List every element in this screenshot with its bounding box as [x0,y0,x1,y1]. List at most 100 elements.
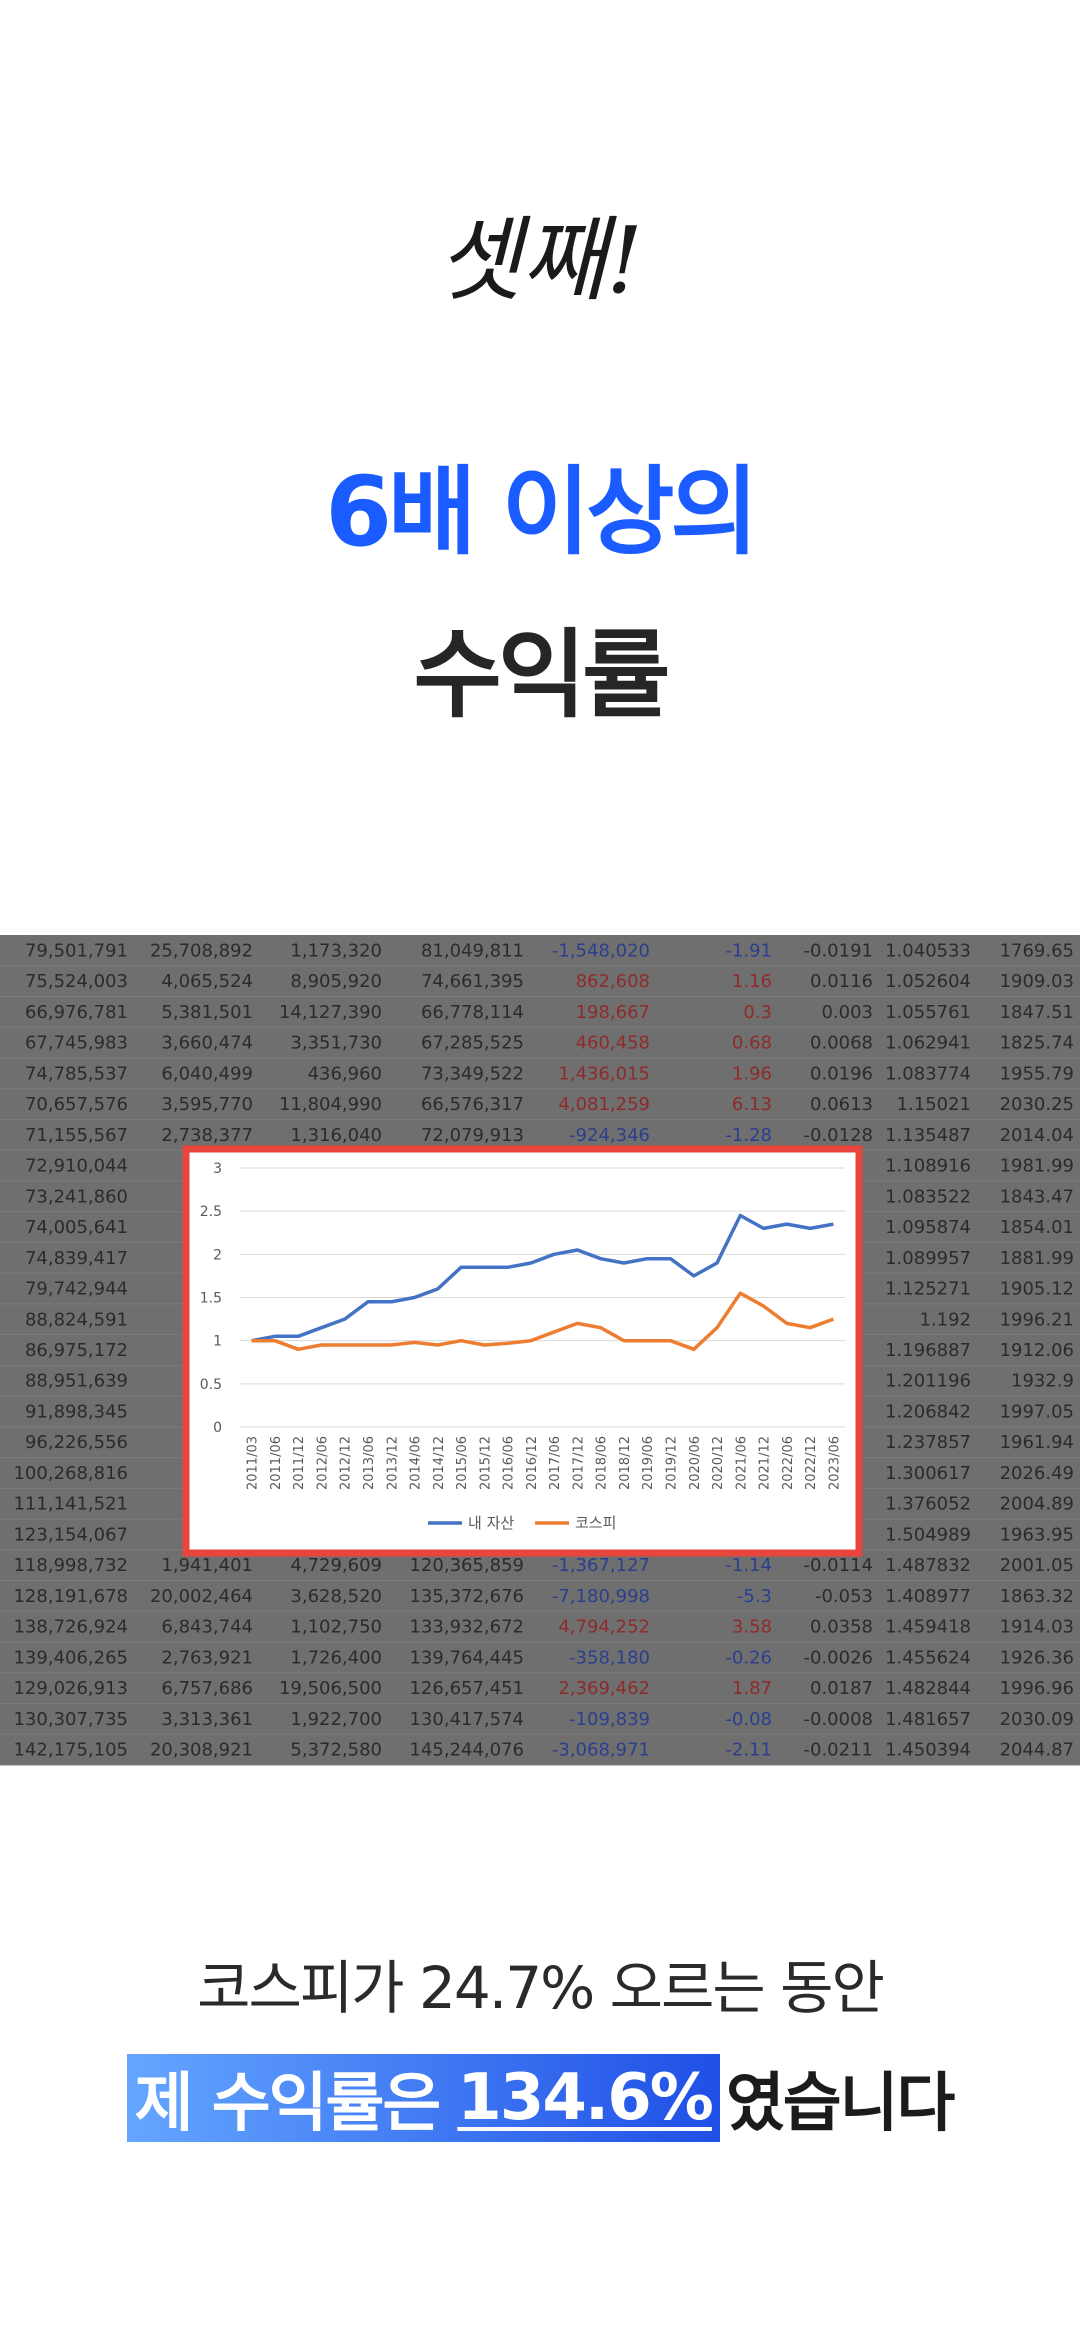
sheet-cell: 1996.21 [1000,1309,1074,1330]
sheet-cell: 1881.99 [1000,1248,1074,1269]
sheet-cell: -0.0026 [804,1647,873,1668]
sheet-cell: 100,268,816 [13,1463,128,1484]
sheet-cell: 1.481657 [885,1709,971,1730]
chart-box [182,1145,863,1557]
chart: 0 0.5 1 1.5 2 2.5 3 2011/03 2011/06 2011/12 2012/0… [200,1161,845,1532]
sheet-cell: 1769.65 [1000,940,1074,961]
sheet-cell: 0.0068 [810,1033,873,1054]
sheet-cell: 3.58 [732,1617,772,1638]
sheet-cell: 1.125271 [885,1279,971,1300]
y-tick-label: 1 [213,1334,222,1350]
x-tick-label: 2018/06 [595,1436,610,1490]
sheet-cell: 2014.04 [1000,1125,1074,1146]
sheet-cell: 1.192 [919,1309,971,1330]
sheet-cell: 1.376052 [885,1494,971,1515]
sheet-cell: 198,667 [576,1002,650,1023]
sheet-cell: 20,002,464 [150,1586,253,1607]
title-line2: 수익률 [414,619,668,731]
x-tick-label: 2019/06 [641,1436,656,1490]
y-tick-label: 0 [213,1420,222,1436]
x-tick-label: 2017/12 [571,1436,586,1490]
sheet-cell: 73,241,860 [25,1186,128,1207]
sheet-cell: 4,729,609 [290,1555,382,1576]
sheet-cell: -924,346 [569,1125,650,1146]
sheet-cell: 79,742,944 [25,1279,128,1300]
x-tick-label: 2011/06 [269,1436,284,1490]
spreadsheet: 79,501,791 25,708,892 1,173,320 81,049,811 -… [0,940,1080,1766]
x-tick-label: 2011/12 [292,1436,307,1490]
sheet-cell: 1963.95 [1000,1524,1074,1545]
sheet-cell: 1863.32 [1000,1586,1074,1607]
sheet-cell: 1.408977 [885,1586,971,1607]
sheet-cell: 6.13 [732,1094,772,1115]
sheet-cell: 129,026,913 [13,1678,128,1699]
sheet-cell: 862,608 [576,971,650,992]
x-tick-label: 2014/06 [409,1436,424,1490]
sheet-cell: 0.0613 [810,1094,873,1115]
sheet-cell: 1981.99 [1000,1156,1074,1177]
sheet-cell: 6,757,686 [161,1678,253,1699]
sheet-cell: 75,524,003 [25,971,128,992]
sheet-cell: 1909.03 [1000,971,1074,992]
sheet-cell: 74,785,537 [25,1063,128,1084]
sheet-cell: 4,794,252 [558,1617,650,1638]
sheet-cell: 2026.49 [1000,1463,1074,1484]
sheet-cell: 0.0358 [810,1617,873,1638]
sheet-cell: 139,406,265 [13,1647,128,1668]
x-tick-label: 2012/12 [339,1436,354,1490]
sheet-cell: -1.28 [725,1125,772,1146]
sheet-cell: 1912.06 [1000,1340,1074,1361]
sheet-cell: 1,102,750 [290,1617,382,1638]
sheet-cell: 6,843,744 [161,1617,253,1638]
sheet-cell: 1.055761 [885,1002,971,1023]
x-tick-label: 2011/03 [246,1436,261,1490]
sheet-cell: -1,367,127 [552,1555,650,1576]
sheet-cell: 5,372,580 [290,1740,382,1761]
sheet-cell: 1,173,320 [290,940,382,961]
sheet-cell: 1.87 [732,1678,772,1699]
sheet-cell: 460,458 [576,1033,650,1054]
sheet-cell: -1.14 [725,1555,772,1576]
sheet-cell: 1843.47 [1000,1186,1074,1207]
x-tick-label: 2020/06 [688,1436,703,1490]
sheet-cell: 1.16 [732,971,772,992]
sheet-cell: 1,922,700 [290,1709,382,1730]
highlight-line: 제 수익률은 134.6% 였습니다 [0,2054,1080,2142]
sheet-cell: -1.91 [725,940,772,961]
sheet-cell: 111,141,521 [13,1494,128,1515]
sheet-cell: -0.0114 [804,1555,873,1576]
x-tick-label: 2016/06 [502,1436,517,1490]
sheet-cell: 0.003 [821,1002,873,1023]
x-tick-label: 2013/12 [385,1436,400,1490]
sheet-cell: 74,005,641 [25,1217,128,1238]
sheet-cell: 1.237857 [885,1432,971,1453]
sheet-cell: 1.96 [732,1063,772,1084]
sheet-cell: 72,910,044 [25,1156,128,1177]
x-tick-label: 2021/06 [734,1436,749,1490]
sheet-cell: 1,316,040 [290,1125,382,1146]
x-tick-label: 2012/06 [315,1436,330,1490]
sheet-cell: 0.68 [732,1033,772,1054]
sheet-cell: 1.095874 [885,1217,971,1238]
y-tick-label: 2 [213,1247,222,1263]
sheet-cell: 2004.89 [1000,1494,1074,1515]
sheet-cell: 1.504989 [885,1524,971,1545]
sheet-cell: -3,068,971 [552,1740,650,1761]
sheet-cell: 79,501,791 [25,940,128,961]
sheet-cell: 81,049,811 [421,940,524,961]
sheet-cell: 70,657,576 [25,1094,128,1115]
sheet-cell: 0.0116 [810,971,873,992]
x-tick-label: 2017/06 [548,1436,563,1490]
x-tick-label: 2019/12 [664,1436,679,1490]
sheet-cell: 0.0196 [810,1063,873,1084]
sheet-cell: 1.196887 [885,1340,971,1361]
sheet-cell: 1997.05 [1000,1401,1074,1422]
sheet-cell: 135,372,676 [409,1586,524,1607]
sheet-cell: 3,595,770 [161,1094,253,1115]
sheet-cell: 2030.25 [1000,1094,1074,1115]
sheet-cell: 1,941,401 [161,1555,253,1576]
series-line [251,1291,835,1352]
sheet-cell: 1847.51 [1000,1002,1074,1023]
sheet-cell: 1.487832 [885,1555,971,1576]
